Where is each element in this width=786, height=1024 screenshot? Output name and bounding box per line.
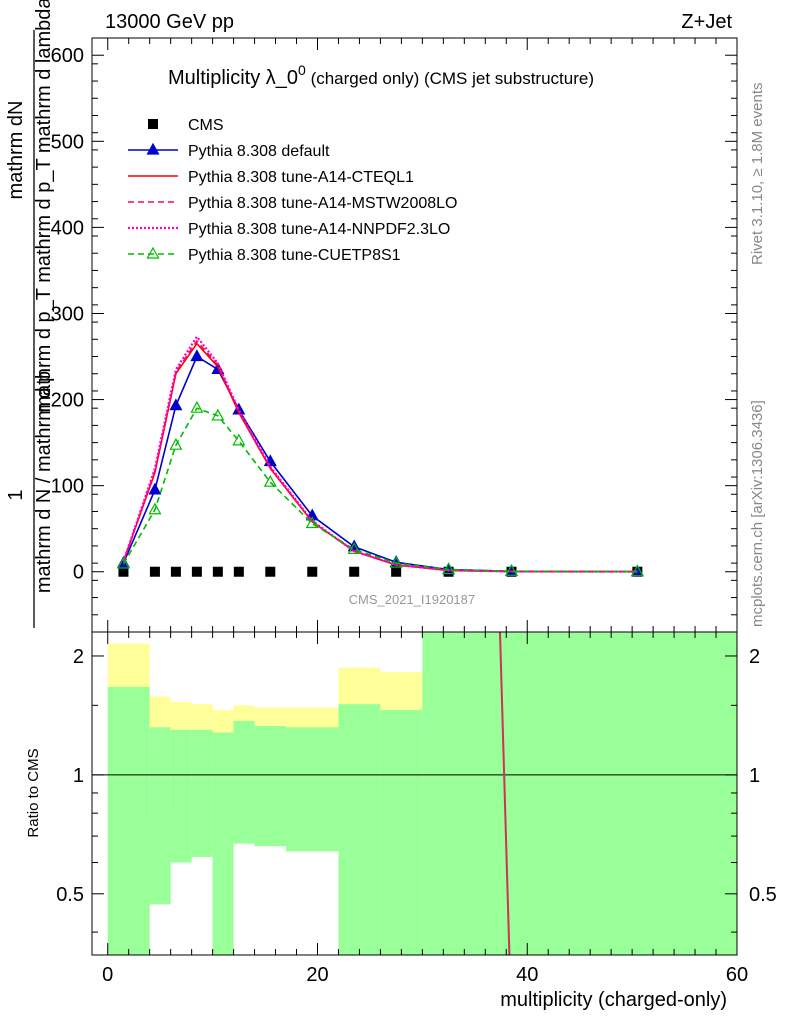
ratio-green-band (191, 729, 213, 857)
series-line (122, 342, 638, 573)
legend-label: CMS (188, 117, 224, 134)
legend-item: Pythia 8.308 tune-A14-NNPDF2.3LO (128, 221, 450, 238)
ratio-green-band (286, 727, 339, 852)
legend: CMS Pythia 8.308 default Pythia 8.308 tune… (128, 117, 457, 264)
ratio-y-tick-label: 0.5 (56, 884, 84, 906)
mcplots-label: mcplots.cern.ch [arXiv:1306.3436] (749, 400, 766, 627)
series-marker (305, 516, 319, 529)
y-axis-label: mathrm dN mathrm d p_T mathrm d p_T mathr… (5, 0, 55, 628)
series-marker (190, 349, 204, 362)
y-tick-label: 200 (51, 390, 84, 412)
ratio-y-axis-label: Ratio to CMS (25, 748, 42, 837)
series-3 (122, 339, 638, 573)
legend-item: Pythia 8.308 default (128, 142, 330, 160)
series-marker (442, 562, 456, 575)
legend-square-icon (148, 119, 158, 129)
header-left: 13000 GeV pp (105, 11, 234, 33)
ratio-green-band (380, 709, 423, 955)
y-label-numerator: mathrm dN (5, 101, 27, 200)
labels: 13000 GeV pp Z+Jet Rivet 3.1.10, ≥ 1.8M … (105, 11, 766, 627)
series-line (122, 355, 638, 573)
legend-item: Pythia 8.308 tune-A14-MSTW2008LO (128, 195, 457, 212)
ratio-y-tick-label: 1 (73, 765, 84, 787)
series-marker (263, 474, 277, 487)
legend-label: Pythia 8.308 tune-A14-NNPDF2.3LO (188, 221, 450, 238)
series-line (122, 407, 638, 573)
series-marker (211, 408, 225, 421)
series-marker (504, 564, 519, 576)
y-label-prefix: mathrm d N / mathrm d p (33, 371, 55, 593)
x-tick-label: 60 (726, 964, 748, 986)
legend-triangle-icon (146, 142, 160, 155)
ratio-y-tick-label-right: 0.5 (749, 884, 777, 906)
series-marker (169, 437, 183, 450)
series-4 (122, 334, 638, 573)
y-tick-label: 500 (51, 131, 84, 153)
header-right: Z+Jet (681, 11, 732, 33)
ratio-series-line (498, 631, 511, 956)
y-tick-label: 300 (51, 303, 84, 325)
cms-point (307, 566, 318, 577)
cms-point (170, 566, 181, 577)
ratio-green-band (338, 704, 381, 955)
cms-point (265, 566, 276, 577)
x-axis-label: multiplicity (charged-only) (500, 989, 727, 1011)
ratio-y-tick-label: 2 (73, 646, 84, 668)
ratio-green-band (254, 725, 287, 847)
legend-label: Pythia 8.308 default (188, 143, 330, 160)
ratio-green-band (212, 732, 234, 955)
cms-point (118, 566, 129, 577)
x-tick-label: 40 (516, 964, 538, 986)
legend-label: Pythia 8.308 tune-A14-CTEQL1 (188, 169, 414, 186)
y-label-one: 1 (5, 489, 27, 500)
ratio-y-tick-label-right: 1 (749, 765, 760, 787)
series-5 (116, 400, 644, 577)
x-tick-label: 20 (306, 964, 328, 986)
series-marker (630, 564, 644, 577)
y-label-denominator: mathrm d p_T mathrm d p_T mathrm d lambd… (33, 0, 55, 412)
x-tick-label: 0 (102, 964, 113, 986)
cms-point (349, 566, 360, 577)
watermark: CMS_2021_I1920187 (349, 592, 476, 607)
main-plot: 0 100 200 300 400 500 600 Multiplicity λ_00 (ch… (5, 0, 738, 633)
series-marker (148, 502, 162, 515)
legend-triangle-icon (146, 246, 160, 259)
series-marker (190, 400, 204, 413)
legend-item: CMS (148, 117, 224, 134)
series-2 (122, 342, 638, 573)
legend-label: Pythia 8.308 tune-A14-MSTW2008LO (188, 195, 457, 212)
series-marker (389, 555, 403, 568)
series-marker (148, 482, 162, 495)
series-line (122, 334, 638, 573)
y-tick-label: 400 (51, 217, 84, 239)
series-1 (116, 349, 644, 577)
series-marker (169, 398, 183, 411)
y-tick-label: 600 (51, 45, 84, 67)
ratio-green-band (170, 729, 192, 863)
y-tick-label: 100 (51, 476, 84, 498)
rivet-label: Rivet 3.1.10, ≥ 1.8M events (749, 83, 766, 266)
ratio-green-band (149, 727, 171, 905)
ratio-green-band (107, 686, 150, 955)
cms-point (149, 566, 160, 577)
cms-point (191, 566, 202, 577)
legend-item: Pythia 8.308 tune-A14-CTEQL1 (128, 169, 414, 186)
ratio-y-tick-label-right: 2 (749, 646, 760, 668)
y-tick-label: 0 (73, 562, 84, 584)
legend-label: Pythia 8.308 tune-CUETP8S1 (188, 247, 401, 264)
ratio-green-band (233, 720, 255, 844)
series-marker (232, 433, 246, 446)
cms-point (391, 566, 402, 577)
series-line (122, 339, 638, 573)
ratio-green-band (422, 632, 737, 955)
series-marker (347, 542, 361, 554)
cms-point (212, 566, 223, 577)
series-marker (116, 556, 130, 569)
cms-point (233, 566, 244, 577)
legend-item: Pythia 8.308 tune-CUETP8S1 (128, 246, 401, 264)
bottom-frame (91, 631, 738, 956)
chart-title: Multiplicity λ_00 (charged only) (CMS je… (168, 62, 594, 89)
